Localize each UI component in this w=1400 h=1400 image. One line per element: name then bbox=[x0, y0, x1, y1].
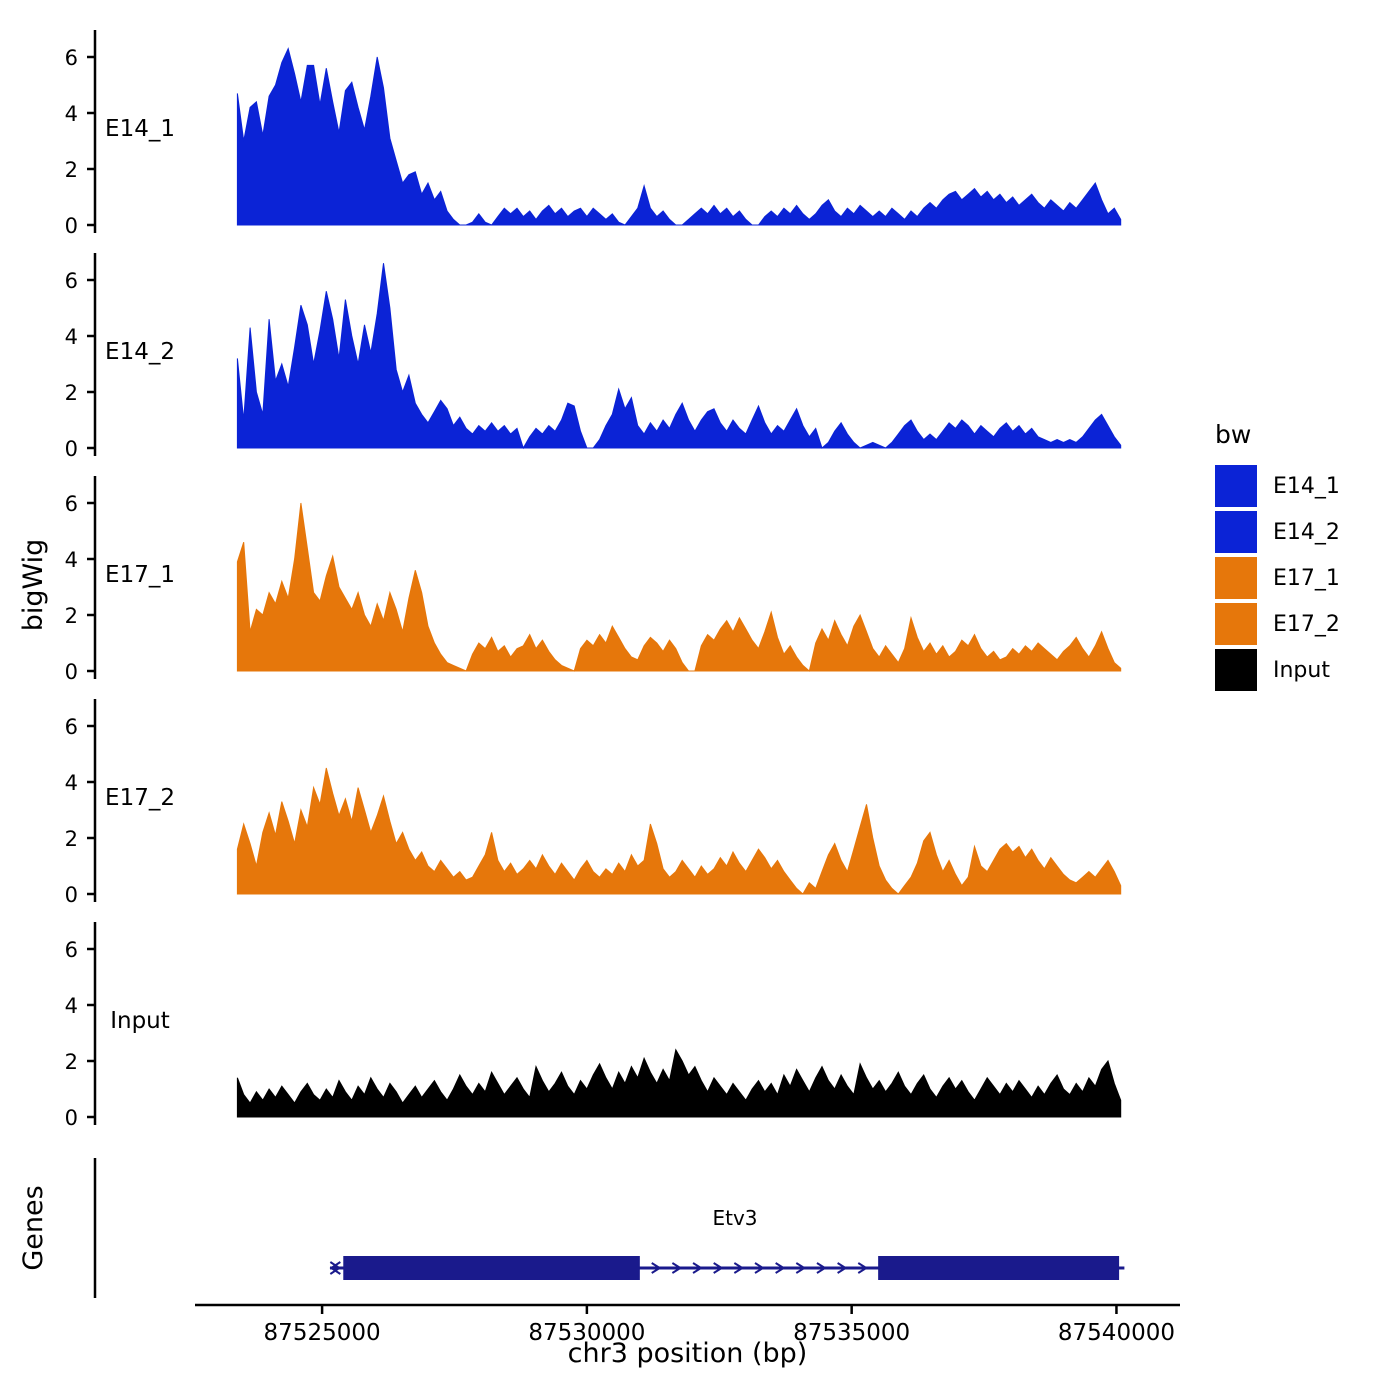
y-tick-label: 2 bbox=[65, 158, 78, 182]
coverage-area-e17_1 bbox=[236, 502, 1122, 672]
gene-start-mark-icon bbox=[329, 1261, 341, 1275]
strand-arrow-icon bbox=[671, 1262, 683, 1274]
strand-arrow-icon bbox=[775, 1262, 786, 1274]
x-axis-title: chr3 position (bp) bbox=[567, 1338, 808, 1369]
y-tick-label: 4 bbox=[65, 548, 78, 572]
coverage-area-e14_1 bbox=[236, 47, 1122, 226]
strand-arrow-icon bbox=[713, 1262, 724, 1274]
legend-item: E14_1 bbox=[1215, 465, 1340, 507]
y-tick-label: 6 bbox=[65, 46, 78, 70]
y-tick-label: 4 bbox=[65, 102, 78, 126]
legend-label: E14_2 bbox=[1273, 519, 1340, 545]
y-tick-label: 0 bbox=[65, 437, 78, 461]
track-label-input: Input bbox=[110, 1008, 170, 1034]
x-tick-label: 87540000 bbox=[1058, 1320, 1175, 1346]
legend-label: E17_1 bbox=[1273, 565, 1340, 591]
y-tick-label: 6 bbox=[65, 938, 78, 962]
track-label-e14-1: E14_1 bbox=[105, 116, 175, 142]
genes-axis-title: Genes bbox=[18, 1185, 49, 1271]
legend-label: E17_2 bbox=[1273, 611, 1340, 637]
y-axis-title: bigWig bbox=[18, 538, 49, 632]
legend-item: Input bbox=[1215, 649, 1340, 691]
y-tick-label: 2 bbox=[65, 604, 78, 628]
legend-label: E14_1 bbox=[1273, 473, 1340, 499]
coverage-area-e14_2 bbox=[236, 263, 1122, 450]
y-tick-label: 4 bbox=[65, 325, 78, 349]
legend-swatch-e14-1 bbox=[1215, 465, 1257, 507]
legend-swatch-input bbox=[1215, 649, 1257, 691]
gene-name-label: Etv3 bbox=[712, 1206, 758, 1230]
gene-exon-block bbox=[878, 1256, 1120, 1280]
legend-item: E14_2 bbox=[1215, 511, 1340, 553]
strand-arrow-icon bbox=[651, 1262, 662, 1274]
strand-arrow-icon bbox=[816, 1262, 827, 1274]
y-tick-label: 2 bbox=[65, 1050, 78, 1074]
y-tick-label: 2 bbox=[65, 827, 78, 851]
y-tick-label: 6 bbox=[65, 269, 78, 293]
legend-title: bw bbox=[1215, 420, 1252, 449]
y-tick-label: 4 bbox=[65, 771, 78, 795]
coverage-area-e17_2 bbox=[236, 767, 1122, 895]
gene-exon-block bbox=[343, 1256, 640, 1280]
x-tick-label: 87530000 bbox=[528, 1320, 645, 1346]
strand-arrow-icon bbox=[733, 1262, 745, 1274]
y-tick-label: 0 bbox=[65, 660, 78, 684]
legend-swatch-e14-2 bbox=[1215, 511, 1257, 553]
track-label-e17-2: E17_2 bbox=[105, 785, 175, 811]
track-label-e14-2: E14_2 bbox=[105, 339, 175, 365]
y-tick-label: 0 bbox=[65, 883, 78, 907]
y-tick-label: 0 bbox=[65, 214, 78, 238]
strand-arrow-icon bbox=[692, 1262, 703, 1274]
x-tick-label: 87525000 bbox=[264, 1320, 381, 1346]
coverage-area-input bbox=[236, 1048, 1122, 1118]
y-tick-label: 2 bbox=[65, 381, 78, 405]
legend-swatch-e17-1 bbox=[1215, 557, 1257, 599]
strand-arrow-icon bbox=[857, 1262, 869, 1274]
y-tick-label: 6 bbox=[65, 492, 78, 516]
y-tick-label: 4 bbox=[65, 994, 78, 1018]
strand-arrow-icon bbox=[754, 1262, 765, 1274]
gene-start-mark-icon bbox=[329, 1261, 342, 1275]
y-tick-label: 0 bbox=[65, 1106, 78, 1130]
legend-label: Input bbox=[1273, 657, 1330, 683]
legend-item: E17_1 bbox=[1215, 557, 1340, 599]
legend-swatch-e17-2 bbox=[1215, 603, 1257, 645]
legend-item: E17_2 bbox=[1215, 603, 1340, 645]
strand-arrow-icon bbox=[837, 1262, 848, 1274]
strand-arrow-icon bbox=[795, 1262, 807, 1274]
y-tick-label: 6 bbox=[65, 715, 78, 739]
x-tick-label: 87535000 bbox=[793, 1320, 910, 1346]
track-label-e17-1: E17_1 bbox=[105, 562, 175, 588]
legend: bw E14_1 E14_2 E17_1 E17_2 Input bbox=[1215, 420, 1340, 695]
